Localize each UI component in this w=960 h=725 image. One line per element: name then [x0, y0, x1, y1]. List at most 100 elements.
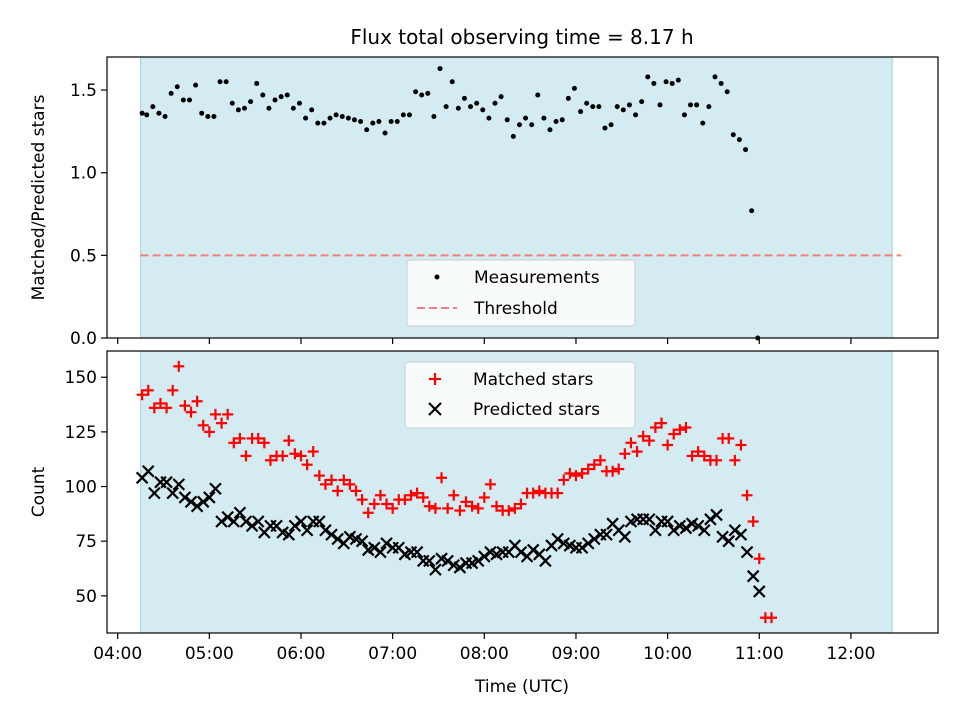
predicted-star-point	[294, 515, 308, 528]
predicted-star-point	[245, 519, 259, 533]
measurement-point	[345, 115, 351, 121]
predicted-star-point	[233, 506, 247, 520]
measurement-point	[241, 105, 247, 111]
measurement-point	[523, 115, 529, 121]
predicted-star-point	[453, 561, 467, 574]
predicted-star-point	[643, 513, 656, 526]
top-legend: Measurements Threshold	[406, 259, 636, 327]
predicted-star-point	[423, 554, 436, 568]
matched-star-point	[454, 505, 466, 517]
measurement-point	[376, 118, 382, 124]
matched-star-point	[387, 502, 399, 514]
matched-star-point	[637, 430, 649, 442]
measurement-point	[382, 130, 388, 136]
matched-star-point	[527, 487, 539, 499]
top-axes-frame	[106, 56, 939, 339]
matched-star-point	[252, 432, 264, 444]
measurement-point	[413, 89, 419, 95]
predicted-star-point	[722, 534, 736, 548]
legend-predicted-label: Predicted stars	[473, 400, 600, 420]
measurement-point	[150, 104, 156, 110]
predicted-star-point	[300, 523, 314, 537]
x-tick-label: 05:00	[185, 644, 234, 664]
predicted-star-point	[380, 537, 393, 550]
x-tick-label: 11:00	[735, 644, 784, 664]
matched-star-point	[564, 467, 576, 479]
matched-star-point	[631, 446, 643, 458]
matched-star-point	[723, 432, 735, 444]
measurement-point	[290, 105, 296, 111]
x-tick-label: 09:00	[551, 644, 600, 664]
matched-star-point	[350, 485, 362, 497]
bottom-x-ticks: 04:00 05:00 06:00 07:00 08:00 09:00 10:00 11:00…	[93, 633, 875, 664]
measurement-points	[139, 66, 761, 341]
measurement-point	[620, 107, 626, 113]
measurement-point	[608, 122, 614, 128]
matched-star-point	[478, 491, 490, 503]
matched-star-point	[491, 500, 503, 512]
predicted-star-point	[203, 491, 216, 504]
matched-star-point	[680, 422, 692, 434]
matched-star-point	[374, 489, 386, 501]
measurement-point	[614, 104, 620, 110]
measurement-point	[565, 95, 571, 101]
measurement-point	[358, 118, 364, 124]
predicted-star-point	[478, 550, 491, 563]
measurement-point	[351, 117, 357, 123]
matched-star-point	[607, 465, 619, 477]
matched-star-point	[613, 463, 625, 475]
measurement-point	[327, 115, 333, 121]
measurement-point	[596, 104, 602, 110]
predicted-star-point	[551, 532, 564, 546]
top-y-tick-label: 0.5	[70, 246, 97, 266]
legend-measurements-label: Measurements	[474, 268, 600, 288]
matched-star-point	[411, 487, 423, 499]
bottom-legend: Matched stars Predicted stars	[404, 361, 636, 429]
measurement-point	[223, 79, 229, 85]
matched-star-point	[399, 494, 411, 506]
matched-star-point	[167, 384, 179, 396]
measurement-point	[743, 147, 749, 153]
matched-star-point	[228, 437, 240, 449]
measurement-point	[321, 120, 327, 126]
matched-star-point	[765, 612, 777, 624]
measurement-point	[248, 99, 254, 105]
predicted-star-point	[575, 541, 589, 555]
measurement-point	[730, 132, 736, 138]
figure-title: Flux total observing time = 8.17 h	[350, 25, 693, 49]
measurement-point	[590, 104, 596, 110]
measurement-point	[651, 80, 657, 86]
bottom-y-axis-label: Count	[29, 466, 49, 517]
x-tick-label: 06:00	[277, 644, 326, 664]
measurement-point	[211, 114, 217, 120]
predicted-star-point	[649, 523, 662, 537]
measurement-point	[688, 102, 694, 108]
measurement-point	[333, 112, 339, 118]
measurement-point	[437, 66, 443, 72]
matched-star-point	[356, 494, 368, 506]
predicted-star-point	[196, 495, 210, 509]
top-y-tick-label: 0.0	[70, 329, 97, 349]
measurement-point	[193, 82, 199, 88]
measurement-point	[559, 117, 565, 123]
measurement-point	[186, 97, 192, 103]
legend-measurements-marker	[434, 274, 440, 280]
measurement-point	[162, 114, 168, 120]
matched-star-point	[197, 419, 209, 431]
measurement-point	[480, 107, 486, 113]
bot-y-tick-label: 75	[75, 532, 97, 552]
bot-y-tick-label: 125	[65, 423, 97, 443]
predicted-star-point	[319, 523, 332, 537]
matched-star-point	[588, 459, 600, 471]
predicted-star-point	[429, 563, 442, 576]
bottom-axes-frame	[106, 350, 939, 634]
matched-star-point	[381, 498, 393, 510]
measurement-point	[669, 80, 675, 86]
measurement-point	[633, 112, 639, 118]
measurement-point	[486, 115, 492, 121]
predicted-star-point	[691, 519, 705, 533]
predicted-star-point	[746, 569, 760, 583]
measurement-point	[431, 114, 437, 120]
matched-star-point	[698, 450, 710, 462]
measurement-point	[199, 110, 205, 116]
